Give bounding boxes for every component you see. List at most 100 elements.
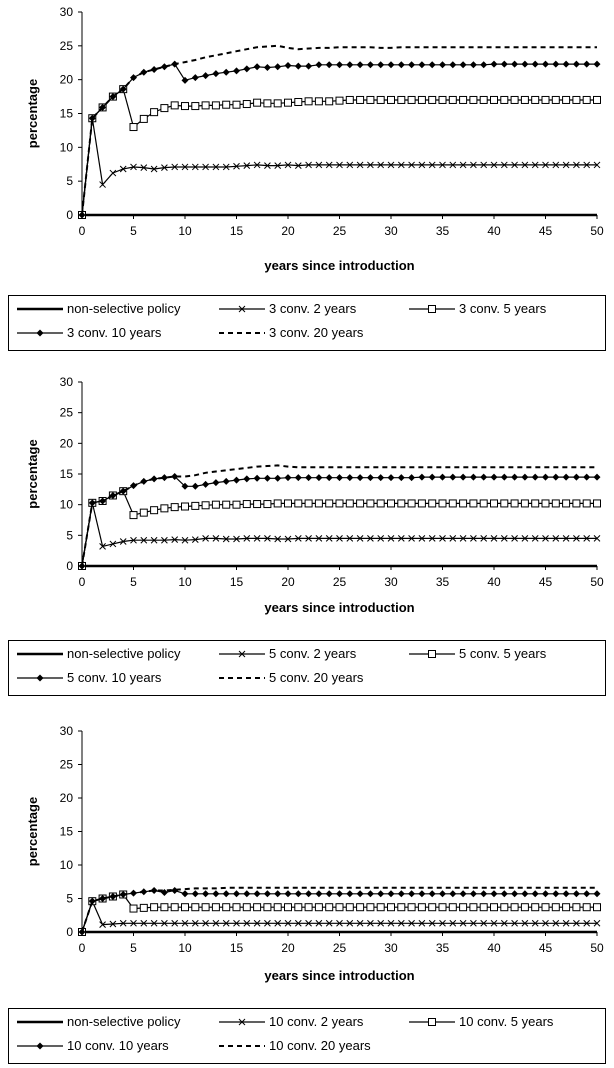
x-tick-label: 25 <box>333 575 347 589</box>
data-point <box>542 919 549 927</box>
x-tick-label: 20 <box>281 575 295 589</box>
data-point <box>449 161 457 169</box>
data-point <box>541 95 550 104</box>
series-3-conv-2-years <box>78 114 601 219</box>
chart-panel-3: 0 5 10 15 20 25 30 0 5 10 15 20 25 30 35 40 45 50 years si… <box>0 713 614 1003</box>
data-point <box>449 535 457 542</box>
x-tick-label: 45 <box>539 575 553 589</box>
data-point <box>109 892 117 900</box>
data-point <box>593 919 601 927</box>
legend-entry: 10 conv. 20 years <box>219 1038 371 1053</box>
data-point <box>459 903 468 912</box>
data-point <box>552 919 560 927</box>
data-point <box>160 63 168 71</box>
data-point <box>397 61 405 69</box>
data-point <box>161 536 168 544</box>
series-line <box>81 118 597 216</box>
data-point <box>314 903 323 912</box>
data-point <box>356 61 364 69</box>
series-5-conv-5-years <box>78 487 601 570</box>
data-point <box>470 161 477 169</box>
data-point <box>139 114 148 123</box>
data-point <box>346 890 354 898</box>
series-5-conv-10-years <box>78 472 601 570</box>
data-point <box>531 499 540 508</box>
data-point <box>531 535 539 542</box>
data-point <box>284 919 292 927</box>
data-point <box>99 921 106 928</box>
data-point <box>253 500 262 509</box>
data-point <box>469 903 478 912</box>
data-point <box>367 161 374 169</box>
data-point <box>377 474 385 482</box>
data-point <box>407 903 416 912</box>
data-point <box>201 501 210 510</box>
data-point <box>583 60 591 68</box>
data-point <box>356 161 364 169</box>
data-point <box>191 74 199 82</box>
data-point <box>500 890 508 898</box>
data-point <box>181 482 189 490</box>
data-point <box>593 473 601 481</box>
data-point <box>139 903 148 912</box>
data-point <box>439 161 446 169</box>
data-point <box>593 903 601 912</box>
chart-panel-2: 0 5 10 15 20 25 30 0 5 10 15 20 25 30 35 40 45 50 years si… <box>0 360 614 635</box>
data-point <box>459 473 467 481</box>
data-point <box>459 919 467 927</box>
data-point <box>222 535 230 543</box>
legend-entry: 10 conv. 10 years <box>17 1038 169 1053</box>
data-point <box>243 65 251 73</box>
data-point <box>181 903 189 912</box>
x-tick-label: 35 <box>436 941 450 955</box>
data-point <box>243 890 251 898</box>
data-point <box>346 535 354 542</box>
data-point <box>253 919 261 927</box>
data-point <box>562 60 570 68</box>
data-point <box>263 63 271 71</box>
data-point <box>418 919 426 927</box>
legend-label: non-selective policy <box>67 1014 181 1029</box>
data-point <box>335 499 344 508</box>
data-point <box>531 919 539 927</box>
data-point <box>304 499 313 508</box>
data-point <box>397 890 405 898</box>
data-point <box>428 95 437 104</box>
data-point <box>294 890 302 898</box>
data-point <box>531 95 540 104</box>
data-point <box>377 919 385 927</box>
data-point <box>284 499 292 508</box>
series-line <box>81 502 597 567</box>
data-point <box>356 903 365 912</box>
legend-entry: 3 conv. 2 years <box>219 301 357 316</box>
data-point <box>480 890 488 898</box>
x-tick-label: 20 <box>281 941 295 955</box>
x-tick-label: 50 <box>590 224 604 238</box>
data-point <box>315 161 323 169</box>
data-point <box>202 535 209 542</box>
data-point <box>387 95 395 104</box>
data-point <box>387 535 395 542</box>
data-point <box>160 474 168 482</box>
data-point <box>191 903 200 912</box>
data-point <box>222 903 231 912</box>
data-point <box>449 919 457 927</box>
y-tick-label: 10 <box>60 858 74 872</box>
data-point <box>109 491 117 499</box>
data-point <box>387 903 395 912</box>
data-point <box>593 535 601 542</box>
data-point <box>325 97 334 106</box>
data-point <box>521 919 529 927</box>
data-point <box>160 504 169 513</box>
y-tick-label: 5 <box>66 174 73 188</box>
data-point <box>480 535 488 542</box>
data-point <box>140 164 148 171</box>
data-point <box>150 536 158 544</box>
data-point <box>511 473 519 481</box>
data-point <box>562 919 570 927</box>
x-tick-label: 40 <box>487 941 501 955</box>
y-tick-label: 20 <box>60 436 74 450</box>
data-point <box>191 890 199 898</box>
data-point <box>480 61 488 69</box>
y-tick-label: 0 <box>66 559 73 573</box>
